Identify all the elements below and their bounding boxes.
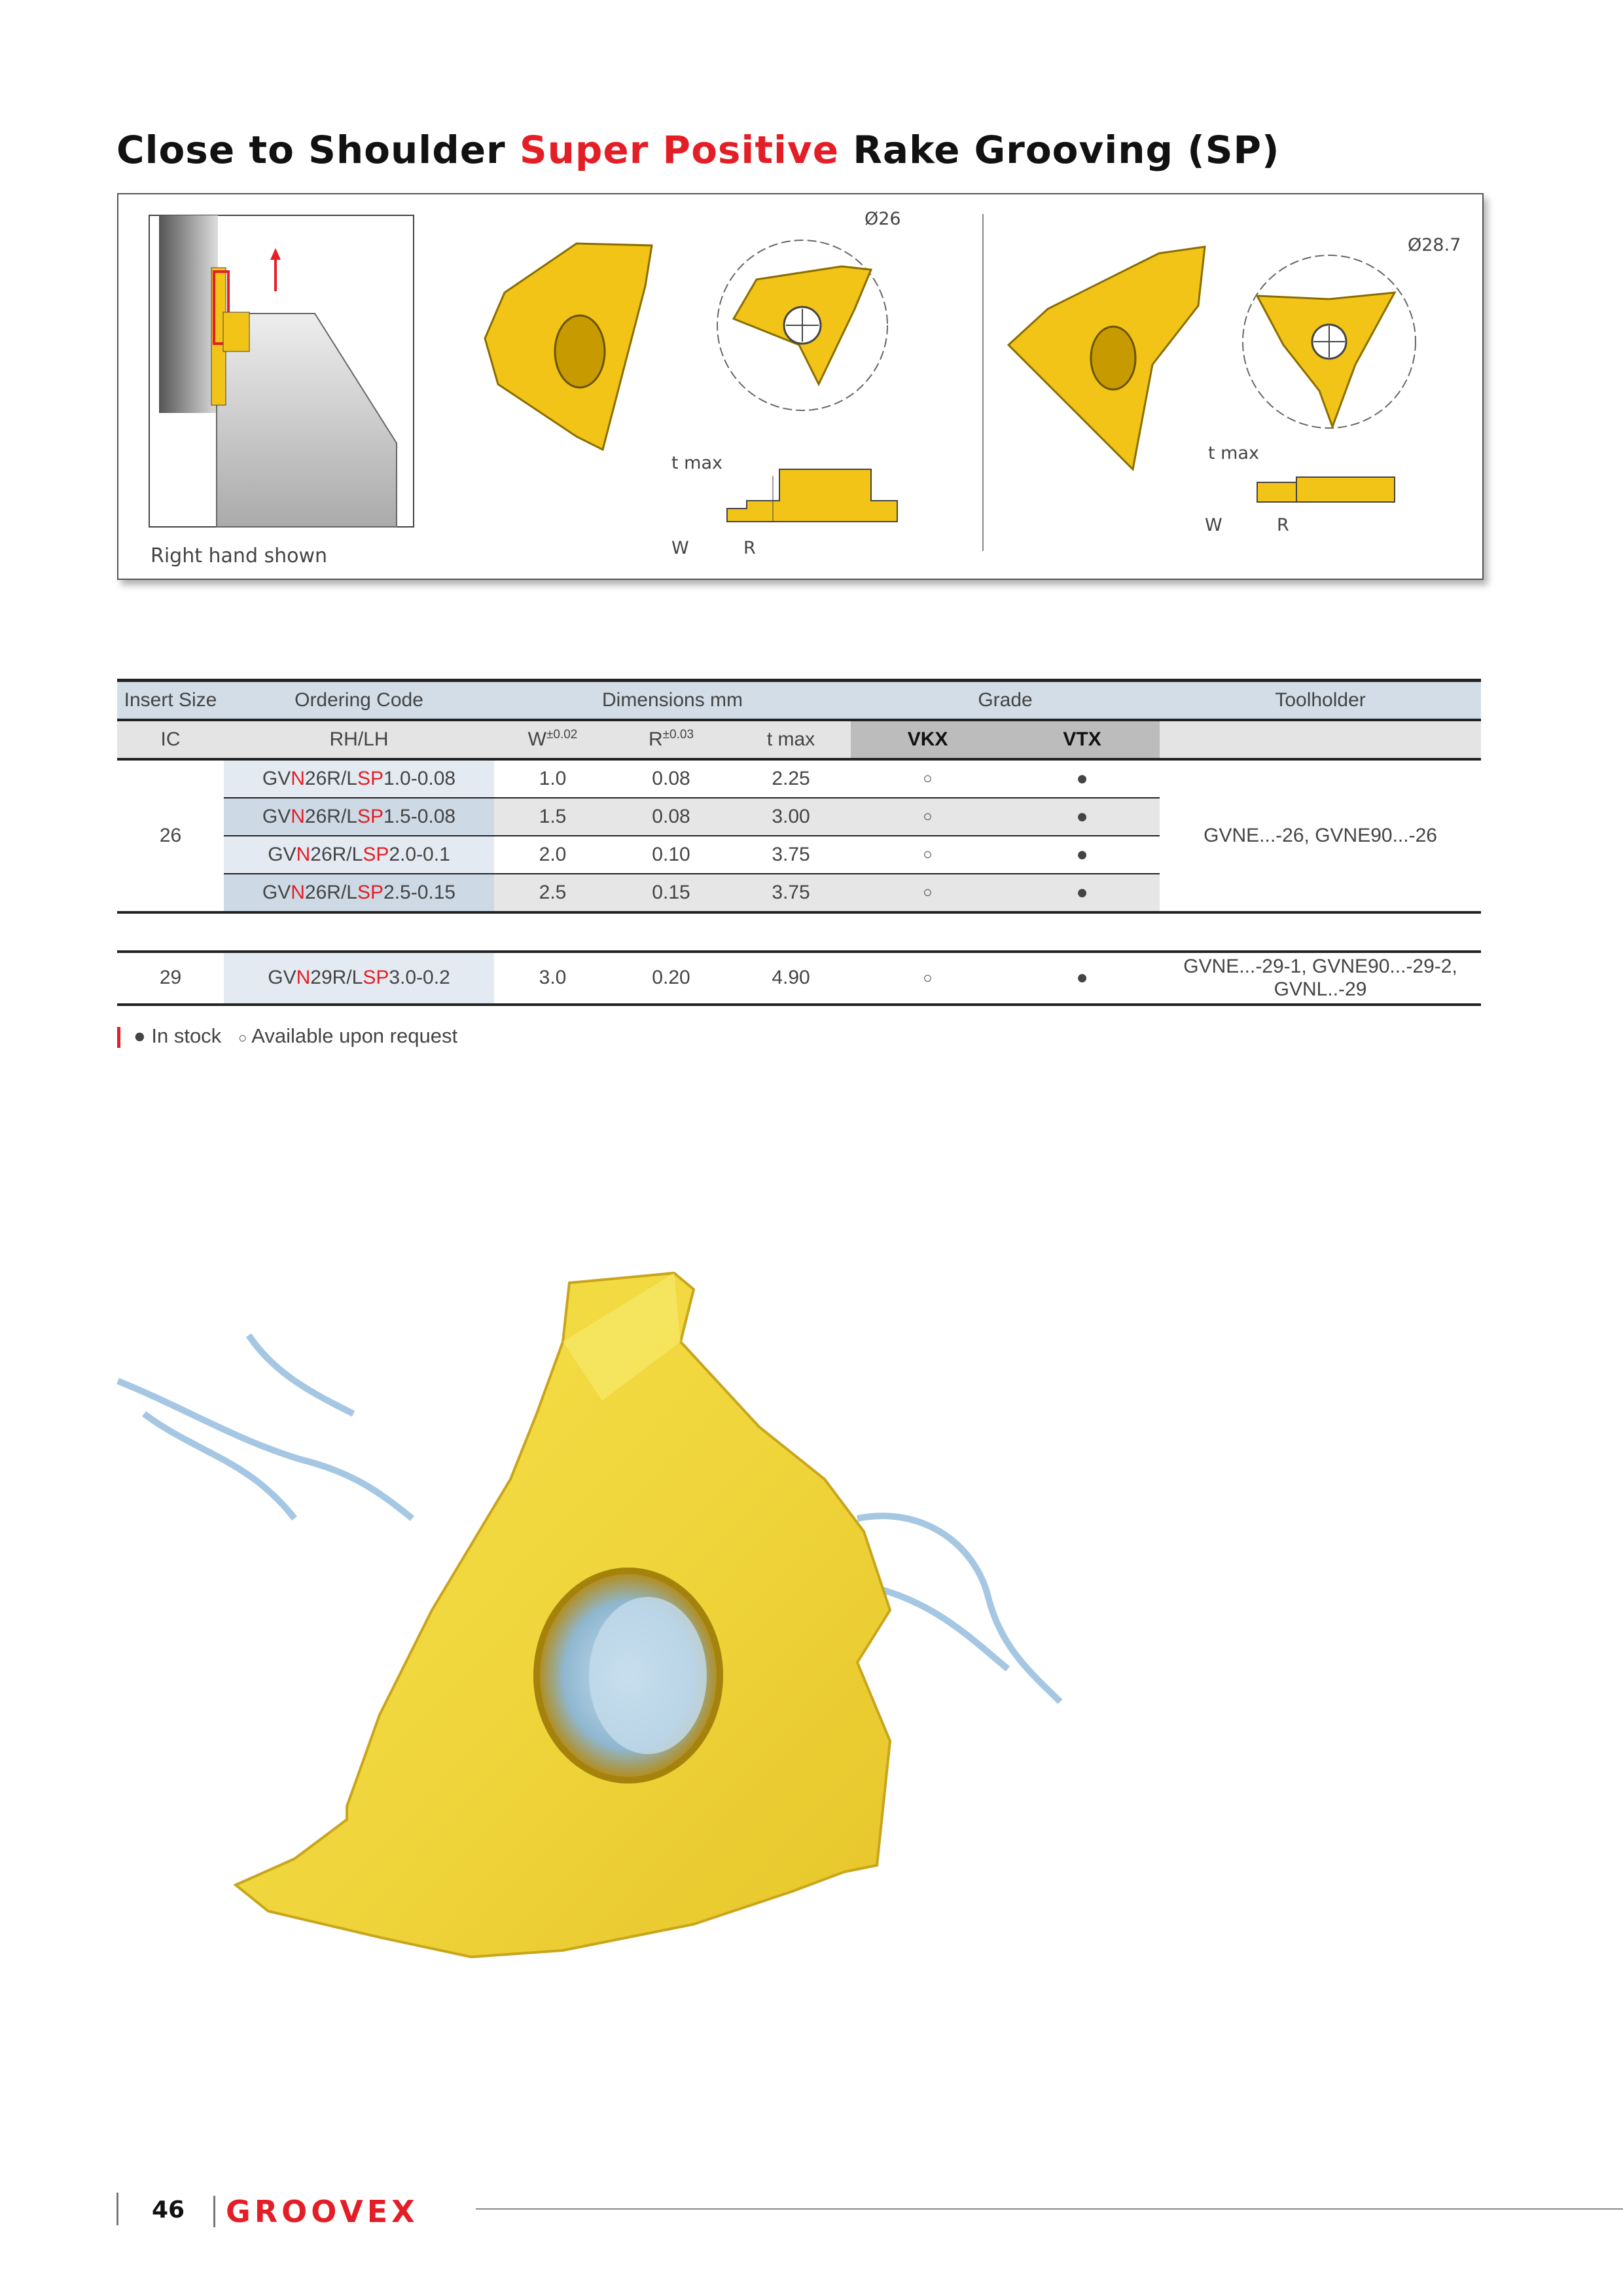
insert-29-top-view — [1242, 255, 1416, 430]
r-label-29: R — [1277, 515, 1289, 535]
table-row: 29 GVN29R/LSP3.0-0.2 3.0 0.20 4.90 ○ ● GVNE...-… — [117, 952, 1482, 1006]
r-cell: 0.15 — [611, 873, 731, 912]
page-number: 46 — [152, 2197, 185, 2223]
table-subheader-row: IC RH/LH W±0.02 R±0.03 t max VKX VTX — [117, 720, 1482, 761]
w-cell: 1.5 — [494, 797, 611, 836]
vtx-cell: ● — [1005, 952, 1160, 1006]
subheader-vkx: VKX — [851, 720, 1005, 761]
tmax-cell: 3.75 — [731, 873, 851, 912]
ordering-code[interactable]: GVN26R/LSP2.0-0.1 — [224, 835, 494, 874]
w-cell: 2.0 — [494, 835, 611, 874]
insert-illustration-panel: Ø26 t max W R Ø28.7 t max W R — [117, 193, 1484, 580]
ordering-code[interactable]: GVN29R/LSP3.0-0.2 — [224, 952, 494, 1006]
spec-table: Insert Size Ordering Code Dimensions mm … — [117, 679, 1482, 1006]
w-cell: 1.0 — [539, 767, 567, 789]
vtx-cell: ● — [1005, 797, 1160, 836]
header-insert-size: Insert Size — [117, 679, 224, 721]
in-stock-symbol: ● — [134, 1024, 146, 1047]
tmax-cell: 4.90 — [731, 952, 851, 1006]
subheader-ic: IC — [117, 720, 224, 761]
subheader-empty — [1160, 720, 1482, 761]
insert-29-profile — [1257, 476, 1395, 503]
insert-26-profile — [726, 469, 898, 522]
table-row: 26 GVN26R/LSP1.0-0.08 1.0 0.08 2.25 ○ ● GVNE...… — [117, 759, 1482, 912]
vtx-cell: ● — [1076, 767, 1088, 789]
vkx-cell: ○ — [851, 797, 1005, 836]
figure-caption: Right hand shown — [151, 545, 328, 567]
subheader-r: R±0.03 — [611, 720, 731, 761]
legend-accent-bar — [117, 1026, 120, 1048]
r-cell: 0.20 — [611, 952, 731, 1006]
vkx-cell: ○ — [851, 952, 1005, 1006]
w-label-29: W — [1205, 515, 1222, 535]
group-separator — [117, 911, 1482, 953]
toolholder-cell: GVNE...-29-1, GVNE90...-29-2, GVNL..-29 — [1160, 952, 1482, 1006]
ic-cell: 26 — [117, 759, 224, 912]
diameter-label-29: Ø28.7 — [1408, 235, 1461, 255]
request-label: Available upon request — [251, 1024, 458, 1047]
r-cell: 0.08 — [611, 797, 731, 836]
tmax-label-29: t max — [1208, 443, 1259, 463]
vkx-cell: ○ — [923, 770, 933, 788]
footer-divider — [213, 2196, 215, 2227]
diameter-label-26: Ø26 — [865, 209, 901, 229]
w-label-26: W — [671, 538, 689, 558]
subheader-vtx: VTX — [1005, 720, 1160, 761]
w-cell: 3.0 — [494, 952, 611, 1006]
application-diagram — [149, 215, 414, 528]
footer-rule — [476, 2208, 1623, 2210]
subheader-rhlh: RH/LH — [224, 720, 494, 761]
ordering-code[interactable]: GVN26R/LSP1.5-0.08 — [224, 797, 494, 836]
vkx-cell: ○ — [851, 873, 1005, 912]
vkx-cell: ○ — [851, 835, 1005, 874]
in-stock-label: In stock — [151, 1024, 222, 1047]
table-header-row: Insert Size Ordering Code Dimensions mm … — [117, 679, 1482, 721]
ic-cell: 29 — [117, 952, 224, 1006]
r-label-26: R — [743, 538, 756, 558]
vtx-cell: ● — [1005, 873, 1160, 912]
groovex-logo: GROOVEX — [226, 2194, 419, 2229]
insert-drawings — [149, 214, 1416, 551]
insert-26-3d — [484, 242, 653, 452]
header-ordering-code: Ordering Code — [224, 679, 494, 721]
page-title: Close to Shoulder Super Positive Rake Gr… — [116, 128, 1280, 172]
header-grade: Grade — [851, 679, 1160, 721]
header-toolholder: Toolholder — [1160, 679, 1482, 721]
toolholder-cell: GVNE...-26, GVNE90...-26 — [1160, 759, 1482, 912]
table-row: GVN26R/LSP1.5-0.08 1.5 0.08 3.00 ○ ● — [117, 797, 1481, 836]
insert-29-3d — [1007, 245, 1206, 472]
tmax-cell: 3.75 — [731, 835, 851, 874]
subheader-w: W±0.02 — [494, 720, 611, 761]
spec-table-section: Insert Size Ordering Code Dimensions mm … — [117, 679, 1482, 1051]
tmax-cell: 3.00 — [731, 797, 851, 836]
tmax-cell: 2.25 — [772, 767, 810, 789]
footer-divider-left — [116, 2193, 118, 2225]
vtx-cell: ● — [1005, 835, 1160, 874]
request-symbol: ○ — [238, 1030, 247, 1046]
r-cell: 0.10 — [611, 835, 731, 874]
header-dimensions: Dimensions mm — [494, 679, 851, 721]
insert-26-top-view — [717, 240, 888, 411]
table-row: GVN26R/LSP2.5-0.15 2.5 0.15 3.75 ○ ● — [117, 873, 1481, 912]
w-cell: 2.5 — [494, 873, 611, 912]
tmax-label-26: t max — [671, 453, 722, 473]
insert-product-photo — [116, 1271, 1063, 1959]
r-cell: 0.08 — [652, 767, 690, 789]
ordering-code[interactable]: GVN26R/LSP1.0-0.08 — [224, 759, 494, 798]
ordering-code[interactable]: GVN26R/LSP2.5-0.15 — [224, 873, 494, 912]
table-row: GVN26R/LSP2.0-0.1 2.0 0.10 3.75 ○ ● — [117, 835, 1481, 874]
legend: ● In stock ○ Available upon request — [117, 1023, 1481, 1051]
title-highlight: Super Positive — [519, 128, 840, 172]
subheader-tmax: t max — [731, 720, 851, 761]
